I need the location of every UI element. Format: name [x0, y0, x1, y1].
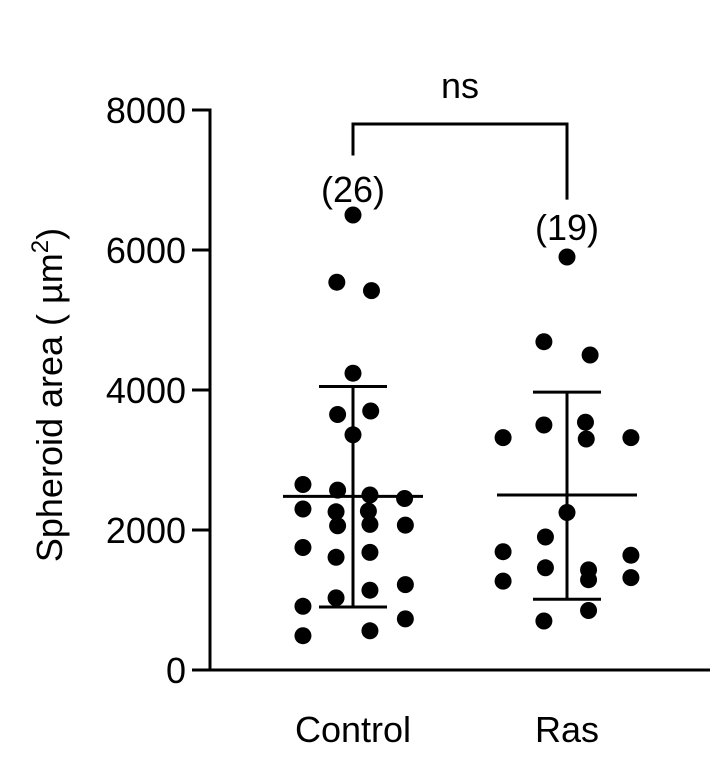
data-point [327, 548, 345, 566]
y-tick-label: 0 [166, 650, 186, 691]
data-point [344, 364, 362, 382]
y-axis-label-main: Spheroid area ( µm [29, 253, 70, 562]
data-point [576, 413, 594, 431]
y-tick-label: 8000 [106, 90, 186, 131]
y-tick-label: 4000 [106, 370, 186, 411]
data-point [294, 500, 312, 518]
data-point [580, 571, 598, 589]
data-point [580, 602, 598, 619]
y-tick-label: 2000 [106, 510, 186, 551]
data-point [344, 206, 362, 224]
sample-size-label: (19) [535, 207, 599, 248]
data-point [361, 622, 379, 640]
x-tick-label: Ras [535, 709, 599, 750]
data-point [396, 490, 414, 507]
data-point [535, 612, 553, 630]
data-point [577, 430, 595, 448]
y-axis-label-superscript: 2 [27, 240, 54, 253]
y-axis-label: Spheroid area ( µm2) [27, 228, 70, 562]
data-point [294, 627, 312, 645]
sample-size-label: (26) [321, 169, 385, 210]
data-point [361, 515, 379, 533]
data-point [362, 282, 380, 300]
data-point [327, 589, 345, 607]
data-marks [283, 206, 640, 645]
data-point [494, 572, 512, 590]
data-point [396, 610, 414, 628]
data-point [329, 406, 347, 423]
data-point [494, 543, 512, 561]
data-point [329, 481, 347, 499]
data-point [294, 539, 312, 556]
y-axis-label-close: ) [29, 228, 70, 240]
significance-bracket [351, 122, 569, 200]
data-point [361, 581, 379, 599]
data-point [494, 429, 512, 447]
data-point [622, 429, 640, 447]
data-point [329, 517, 347, 535]
x-tick-label: Control [295, 709, 411, 750]
data-point [558, 248, 576, 266]
data-point [536, 559, 554, 577]
data-point [622, 569, 640, 587]
axes: 0 2000 4000 6000 8000 Control Ras [106, 90, 710, 750]
data-point [622, 546, 640, 564]
data-point [327, 503, 345, 521]
data-point [328, 273, 346, 291]
data-point [396, 576, 414, 594]
data-point [581, 346, 599, 364]
annotations: (26) (19) ns [321, 65, 599, 248]
data-point [535, 333, 553, 351]
data-point [396, 516, 414, 534]
data-point [362, 402, 380, 420]
data-point [294, 476, 312, 493]
data-point [294, 597, 312, 615]
data-point [535, 416, 553, 434]
data-point [536, 528, 554, 546]
y-tick-label: 6000 [106, 230, 186, 271]
data-point [359, 502, 377, 520]
significance-label: ns [441, 65, 479, 106]
data-point [361, 543, 379, 561]
